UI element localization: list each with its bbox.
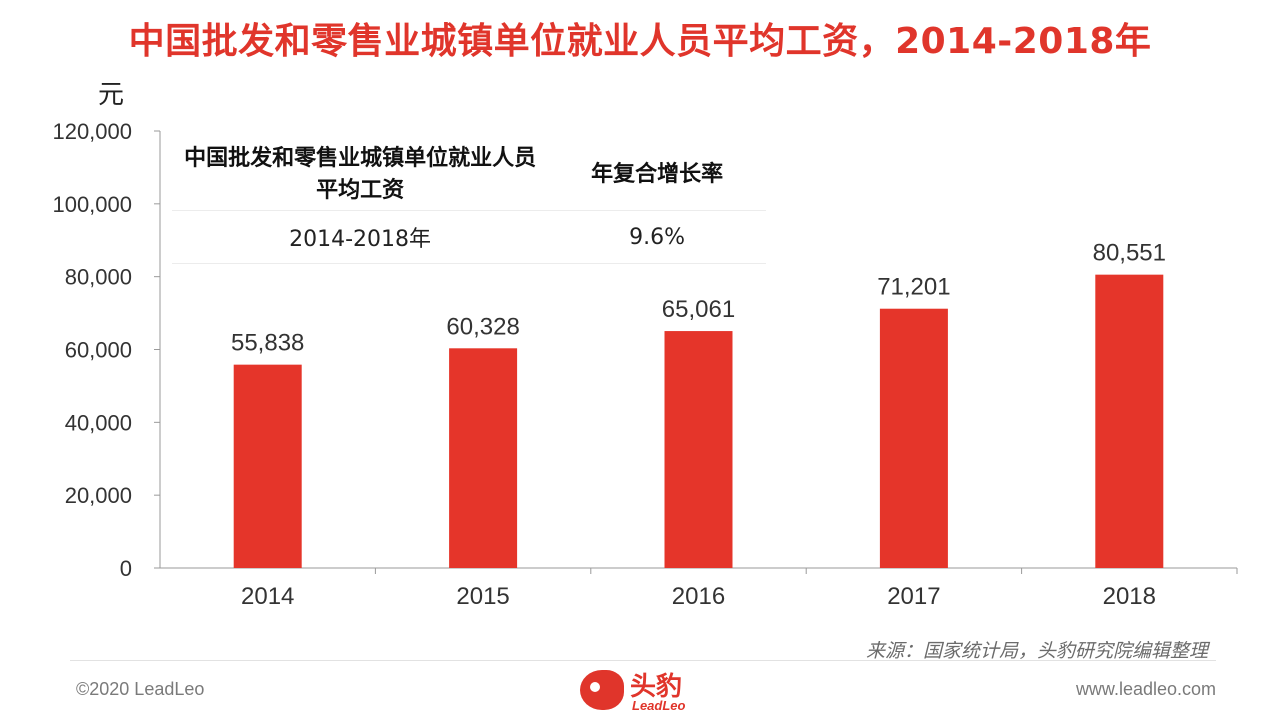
category-label-2017: 2017 [887, 583, 940, 610]
cagr-table-header-cagr: 年复合增长率 [548, 140, 766, 211]
cagr-table: 中国批发和零售业城镇单位就业人员平均工资 年复合增长率 2014-2018年 9… [172, 140, 766, 264]
y-tick-label: 40,000 [65, 410, 132, 435]
cagr-table-header-metric: 中国批发和零售业城镇单位就业人员平均工资 [172, 140, 549, 211]
leadleo-logo: 头豹 LeadLeo [576, 664, 706, 720]
cagr-table-value: 9.6% [548, 210, 766, 264]
cagr-table-period: 2014-2018年 [172, 210, 549, 264]
website-link[interactable]: www.leadleo.com [1075, 679, 1216, 699]
value-label-2015: 60,328 [446, 313, 519, 340]
category-label-2014: 2014 [241, 583, 294, 610]
category-label-2016: 2016 [672, 583, 725, 610]
logo-english-text: LeadLeo [632, 698, 686, 713]
chart-bars [233, 274, 1164, 568]
chart-labels: 0 20,000 40,000 60,000 80,000 100,000 120,000 5… [52, 119, 1166, 610]
y-tick-label: 20,000 [65, 483, 132, 508]
y-axis-unit: 元 [98, 80, 125, 110]
y-tick-label: 80,000 [65, 265, 132, 290]
logo-chinese-text: 头豹 [630, 672, 683, 702]
source-note: 来源：国家统计局，头豹研究院编辑整理 [865, 640, 1208, 662]
bar-2018 [1095, 274, 1164, 568]
y-tick-label: 100,000 [52, 192, 132, 217]
cagr-table-header-row: 中国批发和零售业城镇单位就业人员平均工资 年复合增长率 [172, 140, 766, 211]
value-label-2014: 55,838 [231, 330, 304, 357]
cagr-table-row: 2014-2018年 9.6% [172, 210, 766, 264]
value-label-2018: 80,551 [1093, 240, 1166, 267]
leopard-icon [580, 670, 624, 710]
chart-title: 中国批发和零售业城镇单位就业人员平均工资，2014-2018年 [128, 21, 1152, 62]
copyright-text: ©2020 LeadLeo [76, 679, 205, 699]
bar-2015 [449, 348, 518, 568]
footer-divider [70, 660, 1216, 661]
value-label-2017: 71,201 [877, 274, 950, 301]
value-label-2016: 65,061 [662, 296, 735, 323]
y-tick-label: 120,000 [52, 119, 132, 144]
bar-2017 [879, 308, 948, 568]
y-tick-label: 0 [120, 556, 132, 581]
y-tick-label: 60,000 [65, 338, 132, 363]
bar-2014 [233, 364, 302, 568]
category-label-2018: 2018 [1103, 583, 1156, 610]
bar-2016 [664, 331, 733, 568]
category-label-2015: 2015 [456, 583, 509, 610]
